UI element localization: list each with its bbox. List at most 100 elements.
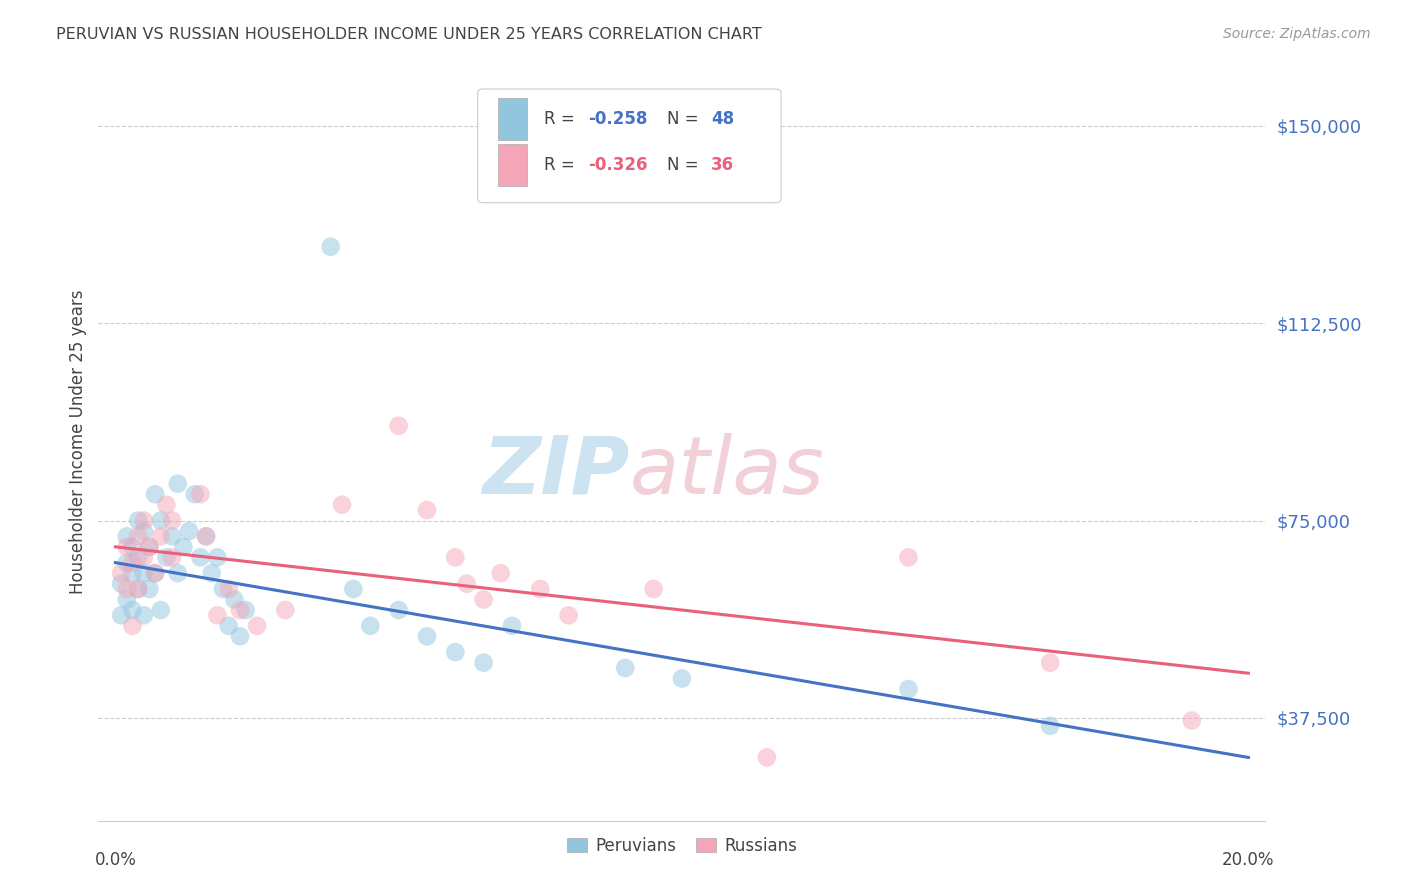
Point	[195, 529, 218, 543]
Y-axis label: Householder Income Under 25 years: Householder Income Under 25 years	[69, 289, 87, 594]
Point	[229, 629, 252, 643]
Point	[1039, 719, 1062, 733]
Point	[121, 540, 143, 554]
Point	[138, 540, 160, 554]
Text: R =: R =	[544, 111, 581, 128]
Text: -0.258: -0.258	[589, 111, 648, 128]
Text: N =: N =	[666, 111, 703, 128]
Point	[444, 550, 467, 565]
Point	[138, 582, 160, 596]
Point	[149, 529, 172, 543]
Point	[155, 550, 177, 565]
Point	[897, 550, 920, 565]
Point	[529, 582, 551, 596]
Point	[472, 656, 495, 670]
Point	[160, 529, 183, 543]
Point	[229, 603, 252, 617]
Point	[207, 608, 229, 623]
Point	[342, 582, 364, 596]
Point	[195, 529, 218, 543]
Point	[897, 681, 920, 696]
Point	[444, 645, 467, 659]
Point	[143, 487, 166, 501]
Point	[115, 556, 138, 570]
Point	[416, 503, 439, 517]
Point	[388, 418, 411, 433]
Point	[1181, 714, 1204, 728]
Point	[671, 672, 693, 686]
Point	[127, 582, 149, 596]
Point	[643, 582, 665, 596]
Point	[456, 576, 478, 591]
Point	[155, 498, 177, 512]
Point	[224, 592, 246, 607]
Point	[183, 487, 205, 501]
Point	[160, 514, 183, 528]
Point	[132, 550, 155, 565]
Text: atlas: atlas	[630, 433, 824, 511]
Point	[127, 529, 149, 543]
Point	[330, 498, 353, 512]
Point	[172, 540, 194, 554]
Point	[132, 524, 155, 538]
Text: -0.326: -0.326	[589, 156, 648, 174]
Legend: Peruvians, Russians: Peruvians, Russians	[560, 830, 804, 862]
Point	[359, 619, 381, 633]
Point	[115, 529, 138, 543]
Point	[388, 603, 411, 617]
Point	[212, 582, 235, 596]
Bar	[498, 144, 527, 186]
Point	[190, 550, 212, 565]
Point	[110, 608, 132, 623]
Point	[127, 550, 149, 565]
Point	[127, 514, 149, 528]
Text: 48: 48	[711, 111, 734, 128]
Point	[416, 629, 439, 643]
Point	[149, 603, 172, 617]
Point	[274, 603, 297, 617]
Point	[115, 582, 138, 596]
Point	[121, 566, 143, 581]
Point	[127, 582, 149, 596]
FancyBboxPatch shape	[478, 89, 782, 202]
Point	[115, 540, 138, 554]
Text: 0.0%: 0.0%	[94, 851, 136, 869]
Point	[177, 524, 200, 538]
Point	[246, 619, 269, 633]
Point	[121, 603, 143, 617]
Point	[218, 619, 240, 633]
Point	[110, 576, 132, 591]
Point	[132, 566, 155, 581]
Point	[489, 566, 512, 581]
Point	[166, 566, 188, 581]
Text: 20.0%: 20.0%	[1222, 851, 1275, 869]
Point	[143, 566, 166, 581]
Point	[166, 476, 188, 491]
Point	[201, 566, 224, 581]
Point	[132, 514, 155, 528]
Point	[121, 619, 143, 633]
Point	[501, 619, 523, 633]
Point	[614, 661, 637, 675]
Text: PERUVIAN VS RUSSIAN HOUSEHOLDER INCOME UNDER 25 YEARS CORRELATION CHART: PERUVIAN VS RUSSIAN HOUSEHOLDER INCOME U…	[56, 27, 762, 42]
Point	[557, 608, 579, 623]
Point	[207, 550, 229, 565]
Point	[110, 566, 132, 581]
Point	[235, 603, 257, 617]
Point	[121, 556, 143, 570]
Bar	[498, 98, 527, 140]
Text: ZIP: ZIP	[482, 433, 630, 511]
Text: 36: 36	[711, 156, 734, 174]
Point	[138, 540, 160, 554]
Point	[132, 608, 155, 623]
Text: R =: R =	[544, 156, 581, 174]
Point	[143, 566, 166, 581]
Point	[115, 592, 138, 607]
Point	[1039, 656, 1062, 670]
Point	[319, 240, 342, 254]
Point	[755, 750, 778, 764]
Point	[149, 514, 172, 528]
Point	[472, 592, 495, 607]
Text: Source: ZipAtlas.com: Source: ZipAtlas.com	[1223, 27, 1371, 41]
Point	[218, 582, 240, 596]
